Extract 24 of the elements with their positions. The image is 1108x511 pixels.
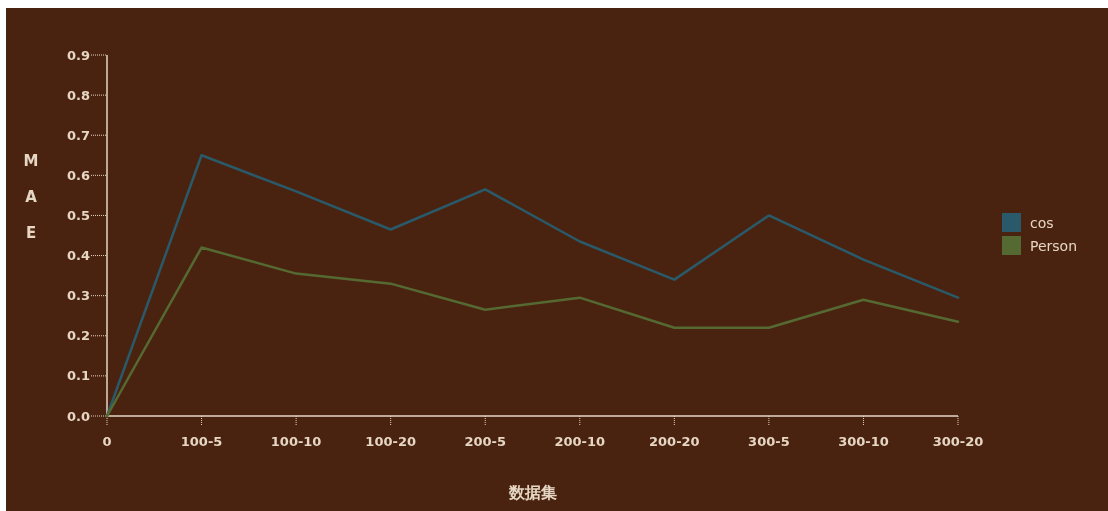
legend-label: cos [1030,215,1054,231]
x-tick-label: 200-5 [464,434,507,449]
y-tick-label: 0.0 [66,408,90,424]
y-tick-label: 0.6 [66,167,90,183]
x-tick-label: 100-20 [365,434,416,449]
y-tick-label: 0.8 [66,87,90,103]
y-tick-label: 0.1 [66,368,90,384]
text: MAE [23,152,39,242]
x-tick-label: 300-20 [932,434,984,449]
x-axis-title: 数据集 [507,483,557,502]
y-tick-label: 0.4 [66,248,90,264]
x-tick-label: 200-20 [649,434,700,449]
y-tick-label: 0.3 [66,288,90,304]
x-tick-label: 100-10 [270,434,322,449]
x-tick-label: 0 [102,434,112,449]
y-tick-label: 0.5 [66,207,90,223]
y-tick-label: 0.9 [66,47,90,63]
x-tick-label: 200-10 [554,434,606,449]
x-tick-label: 300-5 [748,434,790,449]
x-tick-label: 100-5 [180,434,223,449]
y-tick-label: 0.2 [66,328,90,344]
legend-label: Person [1030,238,1078,254]
x-tick-label: 300-10 [838,434,889,449]
y-tick-label: 0.7 [66,127,90,143]
